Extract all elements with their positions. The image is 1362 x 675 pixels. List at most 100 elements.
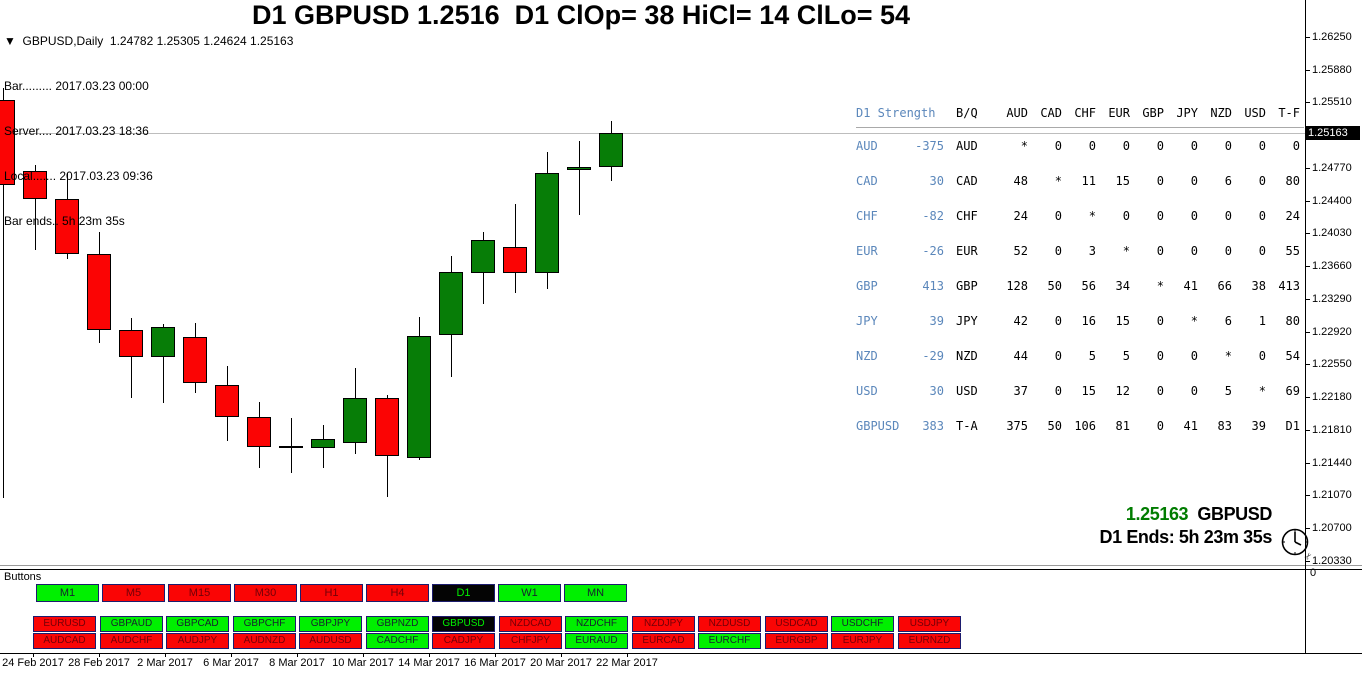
candle-body (471, 240, 495, 273)
row-cell: 15 (1115, 313, 1130, 328)
price-tick (1305, 495, 1310, 496)
time-tick (495, 653, 496, 657)
candlestick-chart[interactable] (0, 0, 1305, 565)
axis-vertical-border (1305, 0, 1306, 654)
row-cell: 0 (1122, 208, 1130, 223)
time-tick-label: 20 Mar 2017 (530, 657, 592, 669)
symbol-ohlc-line[interactable]: ▼ GBPUSD,Daily 1.24782 1.25305 1.24624 1… (4, 34, 294, 48)
pair-button-gbpusd[interactable]: GBPUSD (432, 616, 495, 632)
pair-button-nzdusd[interactable]: NZDUSD (698, 616, 761, 632)
candle-wick (35, 165, 36, 250)
row-cell: 0 (1156, 383, 1164, 398)
row-cell: 0 (1190, 348, 1198, 363)
pair-button-gbpcad[interactable]: GBPCAD (166, 616, 229, 632)
row-cell: * (1122, 243, 1130, 258)
price-tick (1305, 102, 1310, 103)
pair-button-eurnzd[interactable]: EURNZD (898, 633, 961, 649)
pair-button-cadjpy[interactable]: CADJPY (432, 633, 495, 649)
pair-button-euraud[interactable]: EURAUD (565, 633, 628, 649)
tf-button-m30[interactable]: M30 (234, 584, 297, 602)
row-cell: 41 (1183, 418, 1198, 433)
candle-body (311, 439, 335, 448)
price-tick-label: 1.21070 (1312, 489, 1352, 501)
row-cell: 42 (1013, 313, 1028, 328)
candle-wick (291, 418, 292, 473)
row-cell: 24 (1285, 208, 1300, 223)
row-bq-label: GBP (956, 278, 978, 293)
time-tick (561, 653, 562, 657)
pair-button-audchf[interactable]: AUDCHF (100, 633, 163, 649)
tf-button-m15[interactable]: M15 (168, 584, 231, 602)
pair-button-eurjpy[interactable]: EURJPY (831, 633, 894, 649)
current-price-line (0, 133, 1305, 134)
row-bq-label: EUR (956, 243, 978, 258)
row-currency: JPY (856, 313, 878, 328)
row-cell: 0 (1156, 348, 1164, 363)
row-cell: 80 (1285, 173, 1300, 188)
current-price-marker: 1.25163 (1306, 126, 1360, 140)
pair-button-nzdchf[interactable]: NZDCHF (565, 616, 628, 632)
pair-button-chfjpy[interactable]: CHFJPY (499, 633, 562, 649)
pair-button-gbpaud[interactable]: GBPAUD (100, 616, 163, 632)
row-cell: 24 (1013, 208, 1028, 223)
row-currency: USD (856, 383, 878, 398)
row-cell: 50 (1047, 418, 1062, 433)
row-cell: 6 (1224, 173, 1232, 188)
bar-ends-line: Bar ends.. 5h 23m 35s (4, 214, 125, 228)
col-header: USD (1244, 106, 1266, 120)
candle-body (279, 446, 303, 448)
price-tick-label: 1.22920 (1312, 326, 1352, 338)
pair-button-usdjpy[interactable]: USDJPY (898, 616, 961, 632)
time-tick-label: 10 Mar 2017 (332, 657, 394, 669)
pair-button-usdcad[interactable]: USDCAD (765, 616, 828, 632)
pair-button-eurusd[interactable]: EURUSD (33, 616, 96, 632)
window-separator[interactable] (0, 565, 1362, 566)
time-tick-label: 14 Mar 2017 (398, 657, 460, 669)
tf-button-d1[interactable]: D1 (432, 584, 495, 602)
tf-button-h4[interactable]: H4 (366, 584, 429, 602)
tf-button-w1[interactable]: W1 (498, 584, 561, 602)
candle-body (183, 337, 207, 383)
price-tick-label: 1.22550 (1312, 358, 1352, 370)
row-cell: 0 (1156, 138, 1164, 153)
pair-button-gbpchf[interactable]: GBPCHF (233, 616, 296, 632)
row-cell: * (1156, 278, 1164, 293)
candle-body (567, 167, 591, 170)
pair-button-gbpnzd[interactable]: GBPNZD (366, 616, 429, 632)
candle-wick (579, 141, 580, 215)
pair-button-audnzd[interactable]: AUDNZD (233, 633, 296, 649)
pair-button-gbpjpy[interactable]: GBPJPY (299, 616, 362, 632)
pair-button-eurcad[interactable]: EURCAD (632, 633, 695, 649)
pair-button-eurchf[interactable]: EURCHF (698, 633, 761, 649)
row-cell: 0 (1224, 208, 1232, 223)
pair-button-usdchf[interactable]: USDCHF (831, 616, 894, 632)
price-tick-label: 1.25880 (1312, 64, 1352, 76)
tf-button-h1[interactable]: H1 (300, 584, 363, 602)
pair-button-audjpy[interactable]: AUDJPY (166, 633, 229, 649)
pair-button-nzdcad[interactable]: NZDCAD (499, 616, 562, 632)
price-tick (1305, 168, 1310, 169)
row-cell: 3 (1088, 243, 1096, 258)
tf-button-mn[interactable]: MN (564, 584, 627, 602)
row-cell: 11 (1081, 173, 1096, 188)
col-header: AUD (1006, 106, 1028, 120)
row-cell: 0 (1258, 138, 1266, 153)
pair-button-cadchf[interactable]: CADCHF (366, 633, 429, 649)
row-cell: D1 (1285, 418, 1300, 433)
price-symbol-overlay: 1.25163 GBPUSD (1126, 504, 1272, 525)
col-header: T-F (1278, 106, 1300, 120)
row-cell: 0 (1156, 418, 1164, 433)
row-cell: 375 (1006, 418, 1028, 433)
pair-button-audusd[interactable]: AUDUSD (299, 633, 362, 649)
tf-button-m5[interactable]: M5 (102, 584, 165, 602)
pair-button-eurgbp[interactable]: EURGBP (765, 633, 828, 649)
pair-button-audcad[interactable]: AUDCAD (33, 633, 96, 649)
row-cell: 16 (1081, 313, 1096, 328)
tf-button-m1[interactable]: M1 (36, 584, 99, 602)
strength-title: D1 GBPUSD 1.2516 D1 ClOp= 38 HiCl= 14 Cl… (252, 0, 911, 30)
pair-button-nzdjpy[interactable]: NZDJPY (632, 616, 695, 632)
row-bq-label: USD (956, 383, 978, 398)
row-cell: 54 (1285, 348, 1300, 363)
row-cell: 0 (1054, 383, 1062, 398)
row-cell: 0 (1190, 208, 1198, 223)
